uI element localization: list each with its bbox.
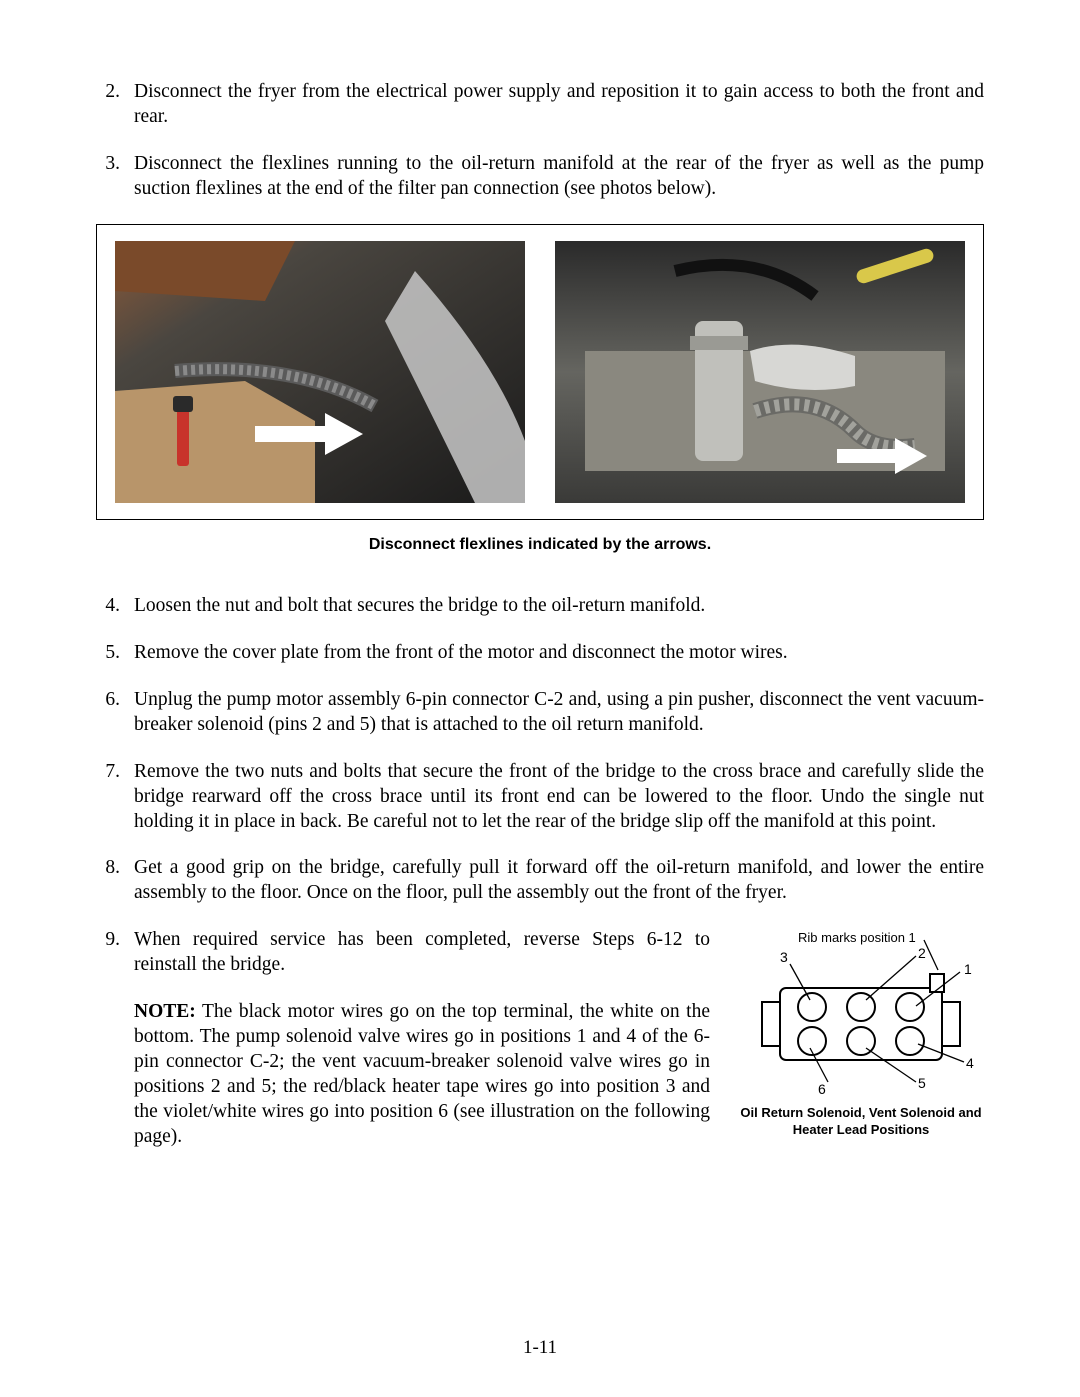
- step-text: Loosen the nut and bolt that secures the…: [134, 594, 984, 619]
- pin-5: 5: [918, 1075, 926, 1091]
- page-number: 1-11: [0, 1337, 1080, 1359]
- step-number: 8.: [96, 856, 134, 906]
- step-number: 7.: [96, 760, 134, 835]
- photo-left-svg: [115, 241, 525, 503]
- step-number: 2.: [96, 80, 134, 130]
- step-9: 9. When required service has been comple…: [96, 928, 710, 978]
- step-number: 3.: [96, 152, 134, 202]
- pin-3: 3: [780, 949, 788, 965]
- rib-label: Rib marks position 1: [798, 930, 916, 945]
- photo-caption: Disconnect flexlines indicated by the ar…: [96, 536, 984, 554]
- steps-9: 9. When required service has been comple…: [96, 928, 710, 978]
- steps-top: 2. Disconnect the fryer from the electri…: [96, 80, 984, 202]
- step-number: 5.: [96, 641, 134, 666]
- step-5: 5. Remove the cover plate from the front…: [96, 641, 984, 666]
- step-text: Remove the two nuts and bolts that secur…: [134, 760, 984, 835]
- steps-mid: 4. Loosen the nut and bolt that secures …: [96, 594, 984, 907]
- diagram-caption: Oil Return Solenoid, Vent Solenoid and H…: [738, 1105, 984, 1138]
- note: NOTE: The black motor wires go on the to…: [96, 1000, 710, 1150]
- step-number: 6.: [96, 688, 134, 738]
- step-text: Disconnect the flexlines running to the …: [134, 152, 984, 202]
- step-7: 7. Remove the two nuts and bolts that se…: [96, 760, 984, 835]
- step-number: 4.: [96, 594, 134, 619]
- photo-block: [96, 224, 984, 520]
- step-text: When required service has been completed…: [134, 928, 710, 978]
- step-8: 8. Get a good grip on the bridge, carefu…: [96, 856, 984, 906]
- step-6: 6. Unplug the pump motor assembly 6-pin …: [96, 688, 984, 738]
- step-3: 3. Disconnect the flexlines running to t…: [96, 152, 984, 202]
- page: 2. Disconnect the fryer from the electri…: [0, 0, 1080, 1397]
- note-body: The black motor wires go on the top term…: [134, 1001, 710, 1147]
- note-label: NOTE:: [134, 1001, 196, 1022]
- pin-2: 2: [918, 945, 926, 961]
- step-text: Unplug the pump motor assembly 6-pin con…: [134, 688, 984, 738]
- connector-diagram: Rib marks position 1: [738, 928, 984, 1150]
- step-text: Remove the cover plate from the front of…: [134, 641, 984, 666]
- pin-1: 1: [964, 961, 972, 977]
- step-number: 9.: [96, 928, 134, 978]
- connector-svg: Rib marks position 1: [738, 928, 984, 1103]
- step-text: Get a good grip on the bridge, carefully…: [134, 856, 984, 906]
- step-2: 2. Disconnect the fryer from the electri…: [96, 80, 984, 130]
- pin-4: 4: [966, 1055, 974, 1071]
- photo-left: [115, 241, 525, 503]
- pin-6: 6: [818, 1081, 826, 1097]
- note-row: 9. When required service has been comple…: [96, 928, 984, 1150]
- photo-right: [555, 241, 965, 503]
- step-4: 4. Loosen the nut and bolt that secures …: [96, 594, 984, 619]
- photo-right-svg: [555, 241, 965, 503]
- step-text: Disconnect the fryer from the electrical…: [134, 80, 984, 130]
